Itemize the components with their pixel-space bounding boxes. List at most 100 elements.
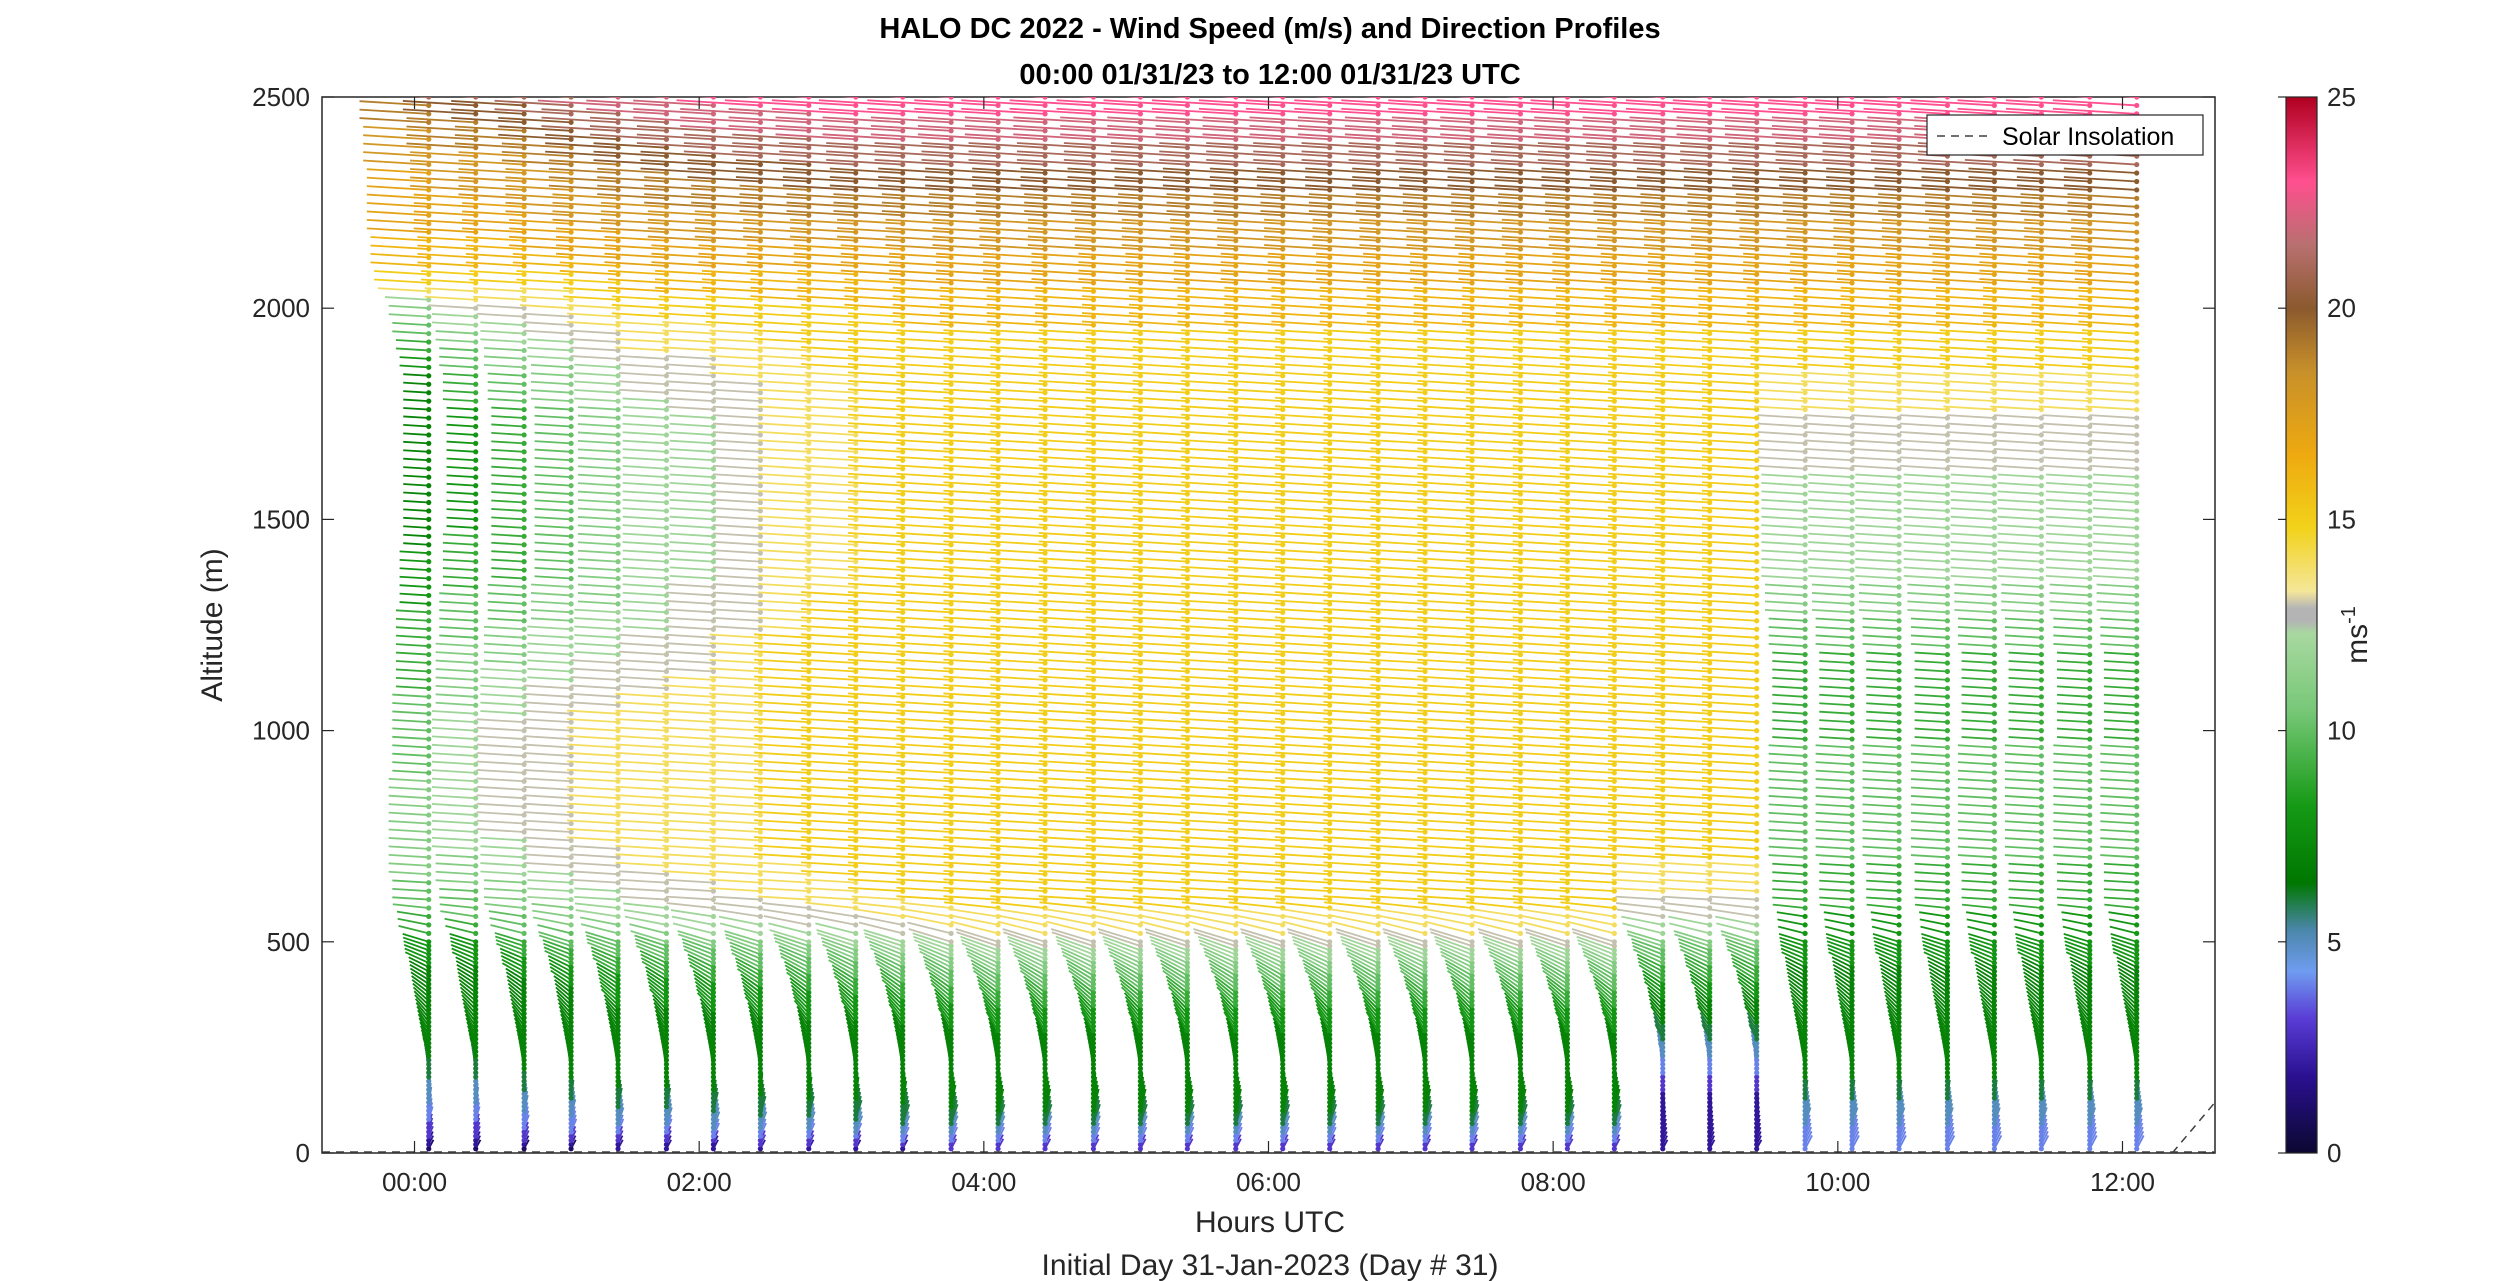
wind-barb-point	[663, 1044, 670, 1050]
wind-barb-point	[663, 1129, 670, 1135]
wind-barb-point	[806, 373, 812, 379]
wind-barb-point	[1137, 618, 1144, 624]
wind-barb	[589, 116, 667, 124]
wind-barb-point	[900, 136, 906, 142]
wind-barb-point	[1090, 567, 1097, 573]
wind-barb	[523, 802, 572, 808]
wind-barb-point	[900, 854, 906, 860]
wind-barb-point	[1184, 626, 1190, 632]
wind-barb-point	[853, 440, 859, 446]
wind-barb-point	[1042, 449, 1048, 455]
wind-barb-point	[615, 288, 621, 294]
wind-barb-point	[710, 1078, 717, 1084]
wind-barb-point	[615, 466, 621, 472]
wind-barb-point	[853, 347, 859, 354]
wind-barb-point	[521, 381, 527, 387]
wind-barb-point	[615, 977, 621, 983]
wind-barb	[523, 861, 572, 867]
wind-barb-point	[1137, 736, 1144, 742]
wind-barb	[665, 887, 714, 893]
wind-barb-point	[1042, 770, 1048, 776]
wind-barb-point	[806, 330, 812, 337]
wind-barb-point	[948, 736, 954, 742]
wind-barb-point	[426, 356, 432, 362]
wind-barb	[739, 201, 809, 208]
wind-barb-point	[1137, 761, 1144, 767]
wind-barb-point	[615, 415, 621, 421]
wind-barb-point	[663, 1065, 670, 1072]
wind-barb-point	[426, 888, 432, 894]
wind-barb	[491, 499, 525, 504]
wind-barb	[754, 734, 809, 740]
wind-barb-point	[568, 1053, 574, 1059]
wind-barb-point	[615, 829, 621, 835]
wind-barb	[431, 321, 476, 326]
wind-barb-point	[806, 1040, 812, 1046]
wind-barb-point	[615, 685, 621, 691]
wind-barb-point	[995, 525, 1001, 531]
wind-barb-point	[1137, 305, 1144, 311]
wind-barb-point	[663, 770, 670, 776]
wind-barb-point	[615, 863, 621, 869]
wind-barb-point	[853, 97, 859, 100]
wind-barb-point	[473, 229, 479, 235]
wind-barb-point	[473, 1011, 479, 1017]
wind-barb	[640, 953, 667, 968]
wind-barb	[619, 363, 667, 369]
wind-barb-point	[900, 753, 906, 759]
wind-barb-point	[757, 956, 763, 962]
wind-barb	[570, 861, 619, 867]
wind-barb	[439, 600, 476, 605]
wind-barb-point	[1042, 567, 1048, 573]
wind-barb	[597, 176, 667, 183]
wind-barb	[665, 667, 714, 673]
wind-barb-point	[900, 330, 906, 337]
wind-barb-point	[1090, 601, 1097, 607]
wind-barb-point	[853, 136, 859, 142]
wind-barb-point	[1042, 254, 1048, 261]
wind-barb-point	[900, 221, 906, 227]
wind-barb-point	[853, 550, 859, 556]
wind-barb	[712, 583, 761, 588]
wind-barb-point	[1137, 263, 1144, 269]
wind-barb	[363, 159, 429, 166]
wind-barb	[491, 491, 525, 495]
wind-barb	[523, 329, 572, 335]
wind-barb-point	[663, 643, 670, 649]
wind-barb-point	[806, 609, 812, 615]
wind-barb-point	[615, 1049, 621, 1055]
wind-barb-point	[806, 985, 812, 991]
wind-barb	[623, 909, 667, 918]
wind-barb-point	[806, 618, 812, 624]
wind-barb-point	[948, 651, 954, 658]
wind-barb-point	[710, 254, 717, 261]
wind-barb-point	[1137, 119, 1144, 125]
wind-barb-point	[521, 483, 527, 489]
wind-barb-point	[615, 820, 621, 827]
wind-barb	[577, 583, 619, 588]
wind-barb-point	[1042, 398, 1048, 404]
wind-barb-point	[615, 221, 621, 227]
wind-barb-point	[853, 491, 859, 497]
wind-barb-point	[426, 1091, 432, 1097]
wind-barb-point	[853, 761, 859, 767]
wind-barb	[435, 659, 476, 664]
wind-barb	[712, 532, 761, 538]
wind-barb-point	[948, 711, 954, 717]
wind-barb-point	[806, 575, 812, 582]
wind-barb-point	[615, 314, 621, 320]
wind-barb-point	[757, 846, 763, 852]
wind-barb-point	[710, 1019, 717, 1025]
wind-barb-point	[853, 128, 859, 134]
wind-barb-point	[521, 102, 527, 109]
wind-barb-point	[426, 111, 432, 117]
wind-barb-point	[995, 263, 1001, 269]
wind-barb-point	[948, 364, 954, 370]
wind-barb-point	[995, 719, 1001, 725]
wind-barb-point	[1184, 601, 1190, 607]
wind-barb-point	[521, 1099, 527, 1105]
wind-barb	[505, 184, 572, 191]
wind-barb-point	[473, 651, 479, 658]
wind-barb-point	[521, 943, 527, 949]
wind-barb	[604, 235, 667, 242]
